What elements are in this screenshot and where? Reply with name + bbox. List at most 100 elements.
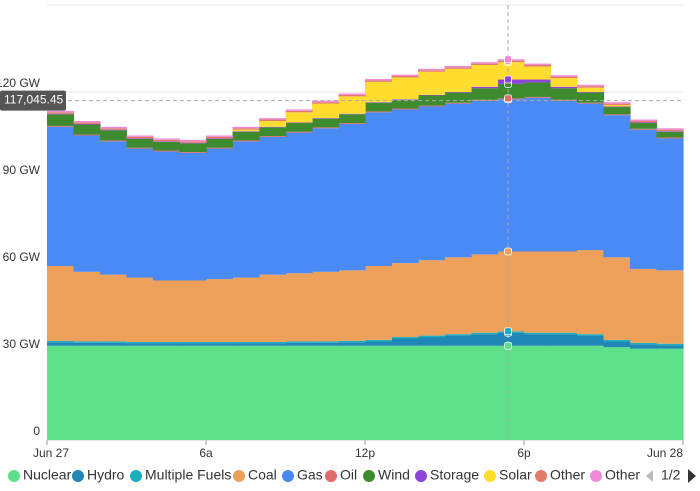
area-step <box>232 345 260 440</box>
area-step <box>656 128 684 130</box>
legend-label[interactable]: Oil <box>340 467 357 483</box>
area-step <box>47 113 75 115</box>
legend-swatch[interactable] <box>363 470 375 482</box>
legend-swatch[interactable] <box>590 470 602 482</box>
legend-swatch[interactable] <box>8 470 20 482</box>
area-step <box>153 151 181 281</box>
area-step <box>603 339 631 342</box>
area-step <box>418 337 446 346</box>
area-step <box>524 82 552 97</box>
area-step <box>73 124 101 135</box>
area-step <box>524 334 552 346</box>
area-step <box>312 103 340 119</box>
area-step <box>391 99 419 100</box>
area-step <box>100 141 128 275</box>
area-step <box>259 119 287 121</box>
legend-swatch[interactable] <box>72 470 84 482</box>
legend-label[interactable]: Multiple Fuels <box>145 467 231 483</box>
legend-label[interactable]: Hydro <box>87 467 125 483</box>
area-step <box>100 140 128 142</box>
area-step <box>179 345 207 440</box>
area-step <box>312 271 340 342</box>
area-step <box>391 77 419 100</box>
area-step <box>630 121 658 123</box>
area-step <box>206 138 234 148</box>
x-tick-label: 12p <box>355 446 375 460</box>
area-step <box>100 345 128 440</box>
area-step <box>312 341 340 343</box>
area-step <box>100 274 128 342</box>
legend-label[interactable]: Solar <box>499 467 532 483</box>
legend-label[interactable]: Coal <box>248 467 277 483</box>
legend-swatch[interactable] <box>325 470 337 482</box>
area-step <box>630 348 658 440</box>
area-step <box>312 127 340 129</box>
area-step <box>391 108 419 110</box>
area-step <box>47 112 75 114</box>
area-step <box>259 341 287 344</box>
area-step <box>418 260 446 336</box>
area-step <box>100 342 128 346</box>
area-step <box>232 141 260 278</box>
legend-swatch[interactable] <box>415 470 427 482</box>
area-step <box>630 123 658 129</box>
legend-label[interactable]: Other <box>605 467 640 483</box>
area-step <box>497 251 525 332</box>
area-step <box>47 266 75 341</box>
area-step <box>206 136 234 139</box>
legend-label[interactable]: Storage <box>430 467 479 483</box>
legend-label[interactable]: Gas <box>297 467 323 483</box>
area-step <box>577 345 605 440</box>
area-step <box>259 126 287 128</box>
area-step <box>179 343 207 346</box>
legend-swatch[interactable] <box>484 470 496 482</box>
area-step <box>338 270 366 341</box>
area-step <box>206 138 234 139</box>
legend-swatch[interactable] <box>233 470 245 482</box>
plot-area: 0 30 GW 60 GW 90 GW 120 GW 150 GW Jun 27 6a 12p 6… <box>0 0 684 460</box>
legend-label[interactable]: Other <box>550 467 585 483</box>
area-step <box>391 263 419 338</box>
area-step <box>444 67 472 69</box>
area-step <box>630 344 658 349</box>
hover-marker <box>504 94 513 103</box>
area-step <box>444 68 472 92</box>
area-step <box>259 345 287 440</box>
area-step <box>524 65 552 67</box>
area-step <box>206 345 234 440</box>
area-step <box>550 86 578 89</box>
area-step <box>153 139 181 142</box>
legend-swatch[interactable] <box>282 470 294 482</box>
area-step <box>338 345 366 440</box>
area-step <box>338 342 366 346</box>
area-step <box>471 100 499 255</box>
area-step <box>444 335 472 346</box>
area-step <box>471 254 499 333</box>
area-step <box>418 335 446 338</box>
legend-swatch[interactable] <box>130 470 142 482</box>
area-step <box>312 118 340 128</box>
area-step <box>577 92 605 103</box>
legend-swatch[interactable] <box>535 470 547 482</box>
area-step <box>73 342 101 346</box>
area-step <box>656 138 684 271</box>
legend-label[interactable]: Wind <box>378 467 410 483</box>
area-step <box>206 148 234 280</box>
area-step <box>471 345 499 440</box>
area-step <box>179 152 207 281</box>
legend-prev[interactable] <box>646 470 653 482</box>
area-step <box>471 332 499 335</box>
area-step <box>365 266 393 340</box>
y-tick-label: 150 GW <box>0 0 41 3</box>
area-step <box>126 148 154 278</box>
crosshair-label-box <box>0 90 66 111</box>
area-step <box>126 135 154 137</box>
legend-label[interactable]: Nuclear <box>23 467 72 483</box>
area-step <box>206 341 234 344</box>
legend-next[interactable] <box>688 469 696 483</box>
area-step <box>338 96 366 114</box>
area-step <box>365 102 393 103</box>
area-step <box>577 103 605 251</box>
area-step <box>577 335 605 346</box>
area-step <box>550 334 578 346</box>
